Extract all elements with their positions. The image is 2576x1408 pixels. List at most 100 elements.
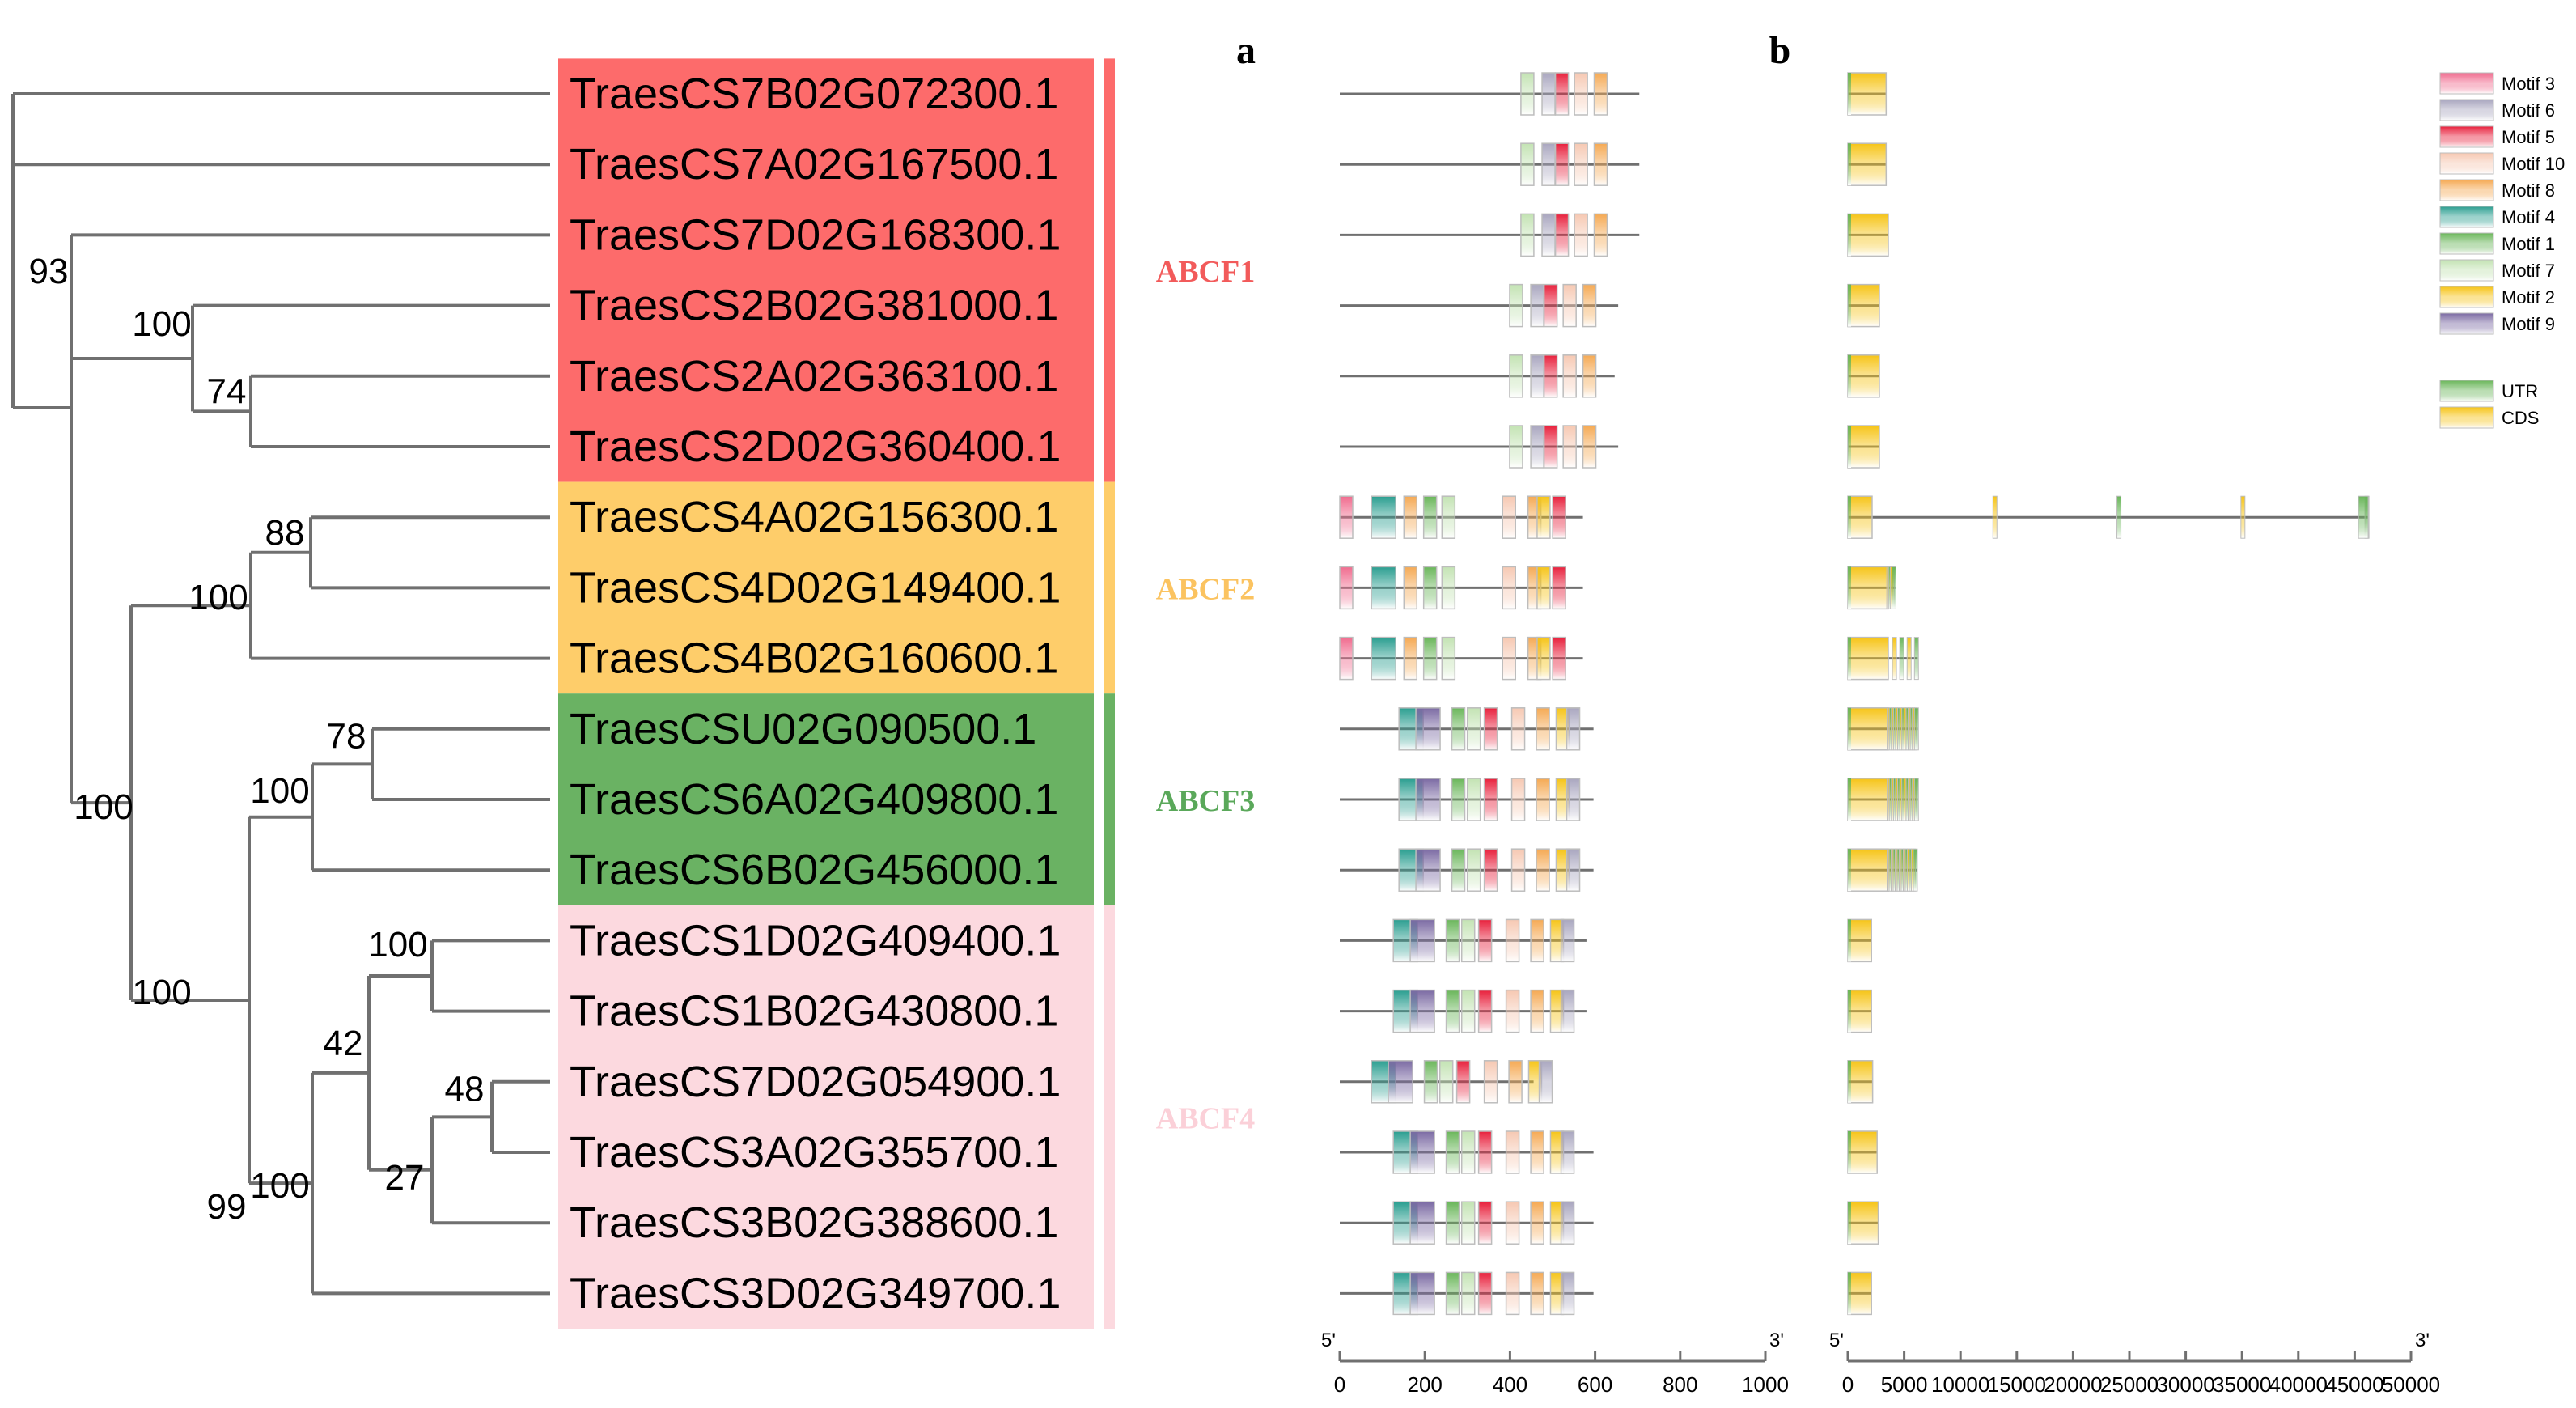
cds-block [1847,72,1888,116]
gene-tick-label: 15000 [1988,1372,2046,1397]
utr-block [1848,990,1851,1033]
legend-swatch [2439,312,2494,335]
gene-label: TraesCS7A02G167500.1 [570,140,1058,189]
motif-6 [1560,918,1575,963]
motif-9 [1388,1060,1413,1104]
bootstrap-value: 100 [250,771,309,811]
motif-8 [1403,636,1418,681]
motif-5 [1477,918,1493,963]
motif-10 [1505,1201,1520,1245]
motif-8 [1536,707,1550,751]
gene-label: TraesCSU02G090500.1 [570,705,1036,753]
bootstrap-value: 88 [265,513,305,553]
motif-10 [1502,566,1516,610]
motif-1 [1445,918,1460,963]
motif-7 [1466,778,1481,821]
utr-block [2358,495,2369,539]
gene-tick-label: 10000 [1931,1372,1989,1397]
group-bar-abcf3 [1104,693,1115,905]
panel-label-a: a [1236,29,1256,72]
utr-block [1848,1060,1851,1103]
motif-1 [1445,1201,1460,1245]
legend-swatch [2439,125,2494,148]
motif-7 [1509,354,1523,398]
motif-7 [1460,918,1476,963]
motif-5 [1483,848,1498,892]
gene-tick-label: 35000 [2213,1372,2271,1397]
motif-5 [1543,283,1558,328]
motif-5 [1552,495,1566,539]
legend-label: Motif 4 [2502,207,2555,227]
motif-8 [1536,848,1550,892]
utr-block [1848,143,1851,186]
cds-block [1847,1271,1872,1316]
legend-swatch [2439,179,2494,201]
motif-6 [1566,778,1581,821]
motif-6 [1530,425,1544,469]
legend-swatch [2439,232,2494,255]
motif-6 [1538,1060,1553,1104]
legend-swatch [2439,206,2494,228]
gene-label: TraesCS3A02G355700.1 [570,1128,1058,1177]
motif-8 [1530,1130,1544,1174]
cds-block [1847,1201,1879,1245]
motif-7 [1466,848,1481,892]
motif-1 [1422,566,1438,610]
cds-block [1847,213,1889,257]
legend-label: Motif 3 [2502,74,2555,94]
legend-swatch [2439,380,2494,402]
exon-block [2240,495,2246,539]
group-band-abcf1 [558,58,1094,482]
utr-block [1848,1131,1851,1173]
motif-9 [1415,707,1441,751]
gene-label: TraesCS1B02G430800.1 [570,987,1058,1036]
utr-block [1848,707,1851,750]
motif-8 [1582,425,1597,469]
motif-6 [1560,1271,1575,1316]
bootstrap-value: 100 [189,578,248,617]
motif-7 [1438,1060,1454,1104]
motif-6 [1530,283,1544,328]
protein-five-prime: 5' [1321,1330,1336,1351]
group-label: ABCF4 [1156,1101,1255,1135]
legend-swatch [2439,99,2494,121]
gene-label: TraesCS7D02G054900.1 [570,1058,1061,1106]
gene-tick-label: 25000 [2100,1372,2159,1397]
motif-5 [1477,1201,1493,1245]
utr-block [1848,284,1851,327]
motif-10 [1562,354,1577,398]
axes: 0 200 400 600 800 1000 5' 3' 0 5000 10000150002000… [1321,1330,2440,1397]
motif-9 [1415,778,1441,821]
motif-5 [1543,354,1558,398]
motif-4 [1371,495,1396,539]
gene-label: TraesCS4A02G156300.1 [570,493,1058,541]
cds-block [1847,1060,1874,1104]
utr-block [1848,1202,1851,1245]
motif-6 [1560,1201,1575,1245]
motif-10 [1562,425,1577,469]
bootstrap-value: 100 [74,787,133,827]
utr-block [1848,1272,1851,1315]
gene-five-prime: 5' [1829,1330,1844,1351]
motif-3 [1339,495,1354,539]
utr-block [1848,426,1851,468]
exon-block [1899,637,1904,681]
motif-10 [1505,918,1520,963]
motif-6 [1566,707,1581,751]
motif-10 [1510,848,1526,892]
motif-8 [1536,778,1550,821]
motif-2 [1536,566,1551,610]
motif-2 [1536,636,1551,681]
motif-8 [1593,213,1608,257]
motif-1 [1422,636,1438,681]
cds-block [1847,425,1880,469]
motif-3 [1339,636,1354,681]
motif-10 [1483,1060,1498,1104]
gene-label: TraesCS1D02G409400.1 [570,916,1061,965]
motif-1 [1445,1130,1460,1174]
motif-9 [1409,918,1435,963]
motif-1 [1423,1060,1438,1104]
motif-8 [1530,918,1544,963]
